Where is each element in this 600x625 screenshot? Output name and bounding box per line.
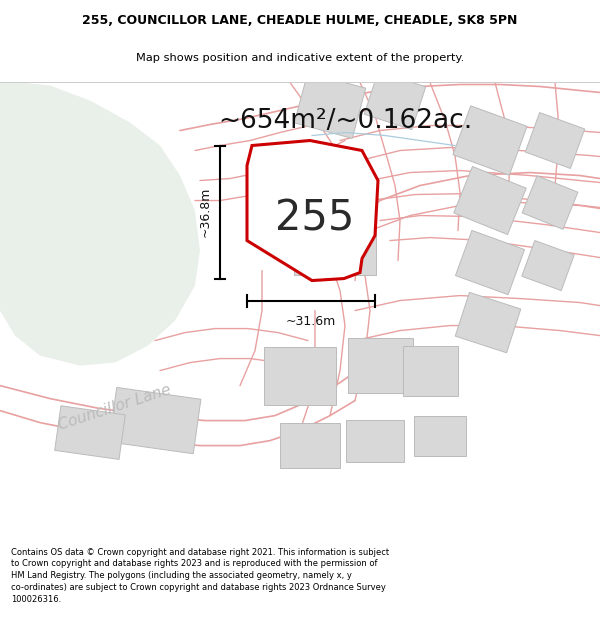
Bar [522,241,574,291]
Text: 255, COUNCILLOR LANE, CHEADLE HULME, CHEADLE, SK8 5PN: 255, COUNCILLOR LANE, CHEADLE HULME, CHE… [82,14,518,27]
Bar [346,419,404,462]
Bar [453,106,527,175]
Bar [455,231,524,294]
Polygon shape [0,82,200,366]
Bar [109,388,201,454]
Bar [264,347,336,404]
Bar [364,71,426,129]
Text: ~31.6m: ~31.6m [286,314,336,328]
Text: Contains OS data © Crown copyright and database right 2021. This information is : Contains OS data © Crown copyright and d… [11,548,389,604]
Bar [525,112,585,169]
Bar [55,406,125,459]
Text: ~654m²/~0.162ac.: ~654m²/~0.162ac. [218,107,472,134]
Bar [280,423,340,468]
Text: Map shows position and indicative extent of the property.: Map shows position and indicative extent… [136,52,464,62]
Bar [294,196,376,274]
Bar [454,166,526,234]
Text: 255: 255 [275,198,355,239]
Text: ~36.8m: ~36.8m [199,187,212,238]
Text: Councillor Lane: Councillor Lane [56,382,173,433]
Bar [294,72,366,138]
Bar [522,176,578,229]
Bar [403,346,458,396]
Bar [347,338,413,393]
Bar [455,292,521,352]
Polygon shape [247,141,378,281]
Bar [414,416,466,456]
